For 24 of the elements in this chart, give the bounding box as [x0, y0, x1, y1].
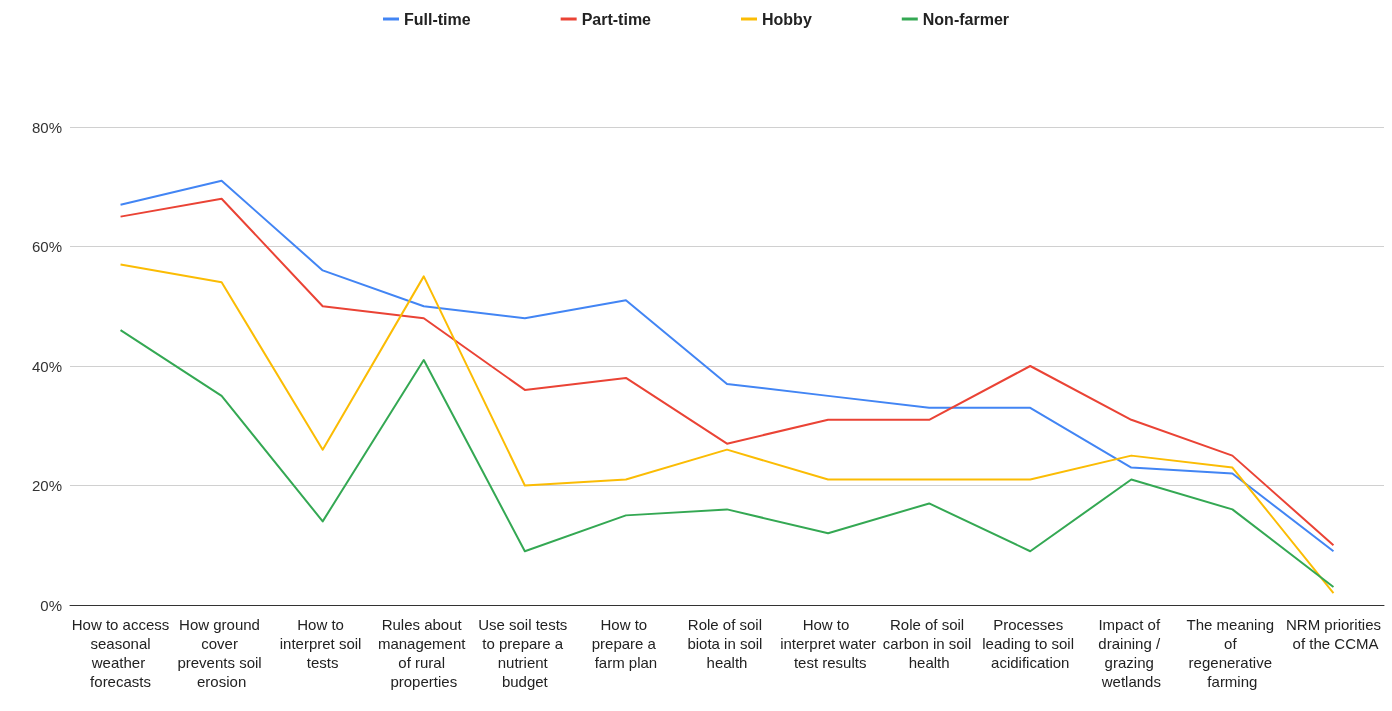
- x-tick-label: Rules about management of rural properties: [377, 616, 470, 690]
- y-tick-label: 60%: [31, 238, 62, 255]
- y-tick-label: 40%: [31, 357, 62, 375]
- x-tick-label: How ground cover prevents soil erosion: [177, 616, 266, 690]
- legend-label: Part-time: [581, 10, 652, 28]
- y-tick-label: 0%: [40, 596, 62, 614]
- x-tick-label: Processes leading to soil acidification: [982, 616, 1079, 671]
- x-tick-label: How to interpret water test results: [780, 616, 877, 671]
- x-tick-label: How to interpret soil tests: [279, 616, 366, 671]
- x-tick-label: Role of soil biota in soil health: [687, 616, 767, 671]
- x-tick-label: NRM priorities of the CCMA: [1285, 616, 1381, 652]
- line-series: [119, 329, 1335, 589]
- line-series: [119, 263, 1335, 595]
- x-tick-label: How to access seasonal weather forecasts: [71, 616, 170, 690]
- legend-label: Hobby: [762, 10, 812, 28]
- legend-label: Full-time: [403, 10, 471, 28]
- y-tick-label: 80%: [31, 118, 62, 136]
- x-tick-label: The meaning of regenerative farming: [1186, 616, 1279, 690]
- x-tick-label: Role of soil carbon in soil health: [882, 616, 976, 671]
- x-tick-label: Use soil tests to prepare a nutrient budget: [478, 616, 572, 690]
- x-tick-label: Impact of draining / grazing wetlands: [1098, 616, 1165, 690]
- y-tick-label: 20%: [31, 477, 62, 494]
- legend-label: Non-farmer: [922, 10, 1010, 28]
- x-tick-label: How to prepare a farm plan: [591, 616, 661, 671]
